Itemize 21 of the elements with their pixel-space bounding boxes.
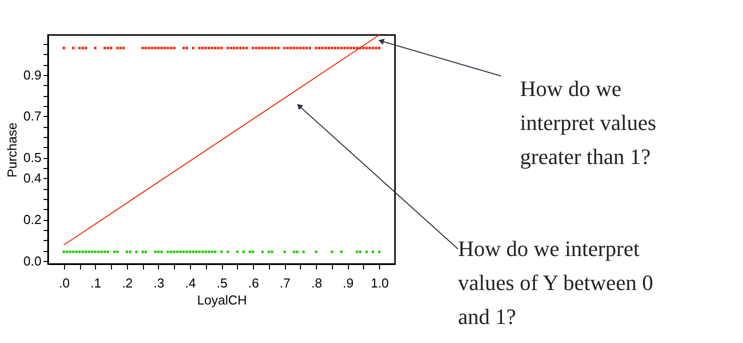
- x-tick-label: .9: [342, 276, 354, 290]
- x-axis-title: LoyalCH: [197, 292, 247, 308]
- x-tick-label: 1.0: [370, 276, 389, 290]
- y-tick-label: 0.4: [23, 170, 42, 186]
- x-tick-label: .6: [248, 276, 259, 290]
- annotation: How do we interpret values of Y between 0 and 1?: [458, 236, 654, 329]
- y-tick-label: 0.9: [23, 67, 42, 82]
- x-tick-label: .0: [58, 276, 70, 290]
- x-tick-label: .7: [280, 276, 291, 290]
- y-tick-label: 0.0: [23, 253, 42, 268]
- x-tick-label: .1: [90, 276, 102, 290]
- x-tick-label: .5: [216, 276, 228, 290]
- y-tick-label: 0.2: [23, 212, 42, 228]
- x-tick-label: .8: [311, 276, 322, 290]
- y-tick-label: 0.7: [23, 108, 42, 124]
- y-axis-title: Purchase: [4, 122, 20, 178]
- x-tick-label: .4: [185, 276, 196, 290]
- y-tick-label: 0.5: [23, 150, 42, 166]
- x-tick-label: .3: [153, 276, 164, 290]
- x-tick-label: .2: [122, 276, 133, 290]
- annotation: How do we interpret values greater than 1?: [520, 76, 656, 169]
